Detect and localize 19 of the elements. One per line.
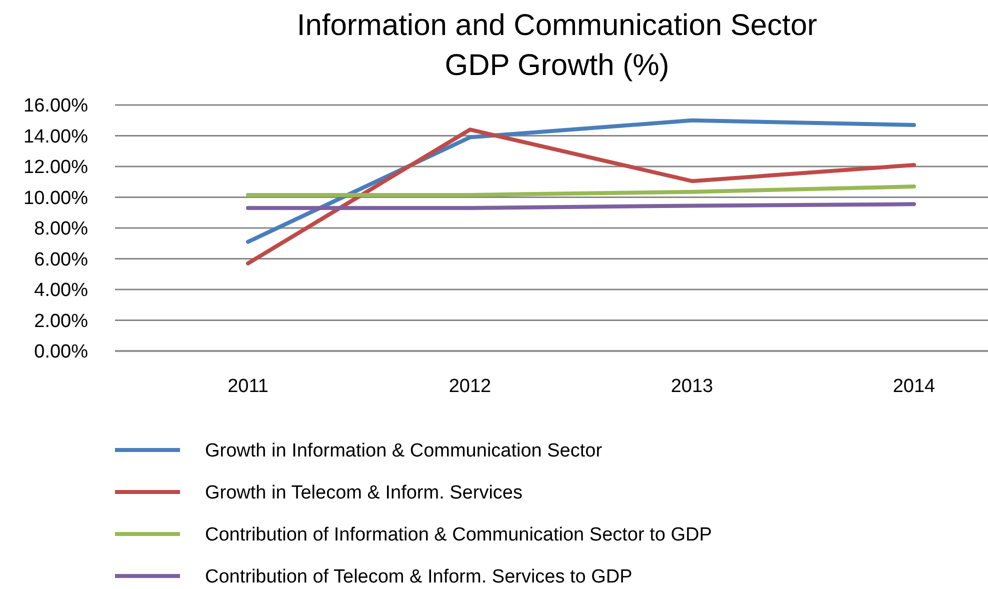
x-tick-label: 2014 <box>892 376 936 397</box>
y-tick-label: 16.00% <box>24 96 88 117</box>
x-tick-label: 2012 <box>448 376 492 397</box>
y-tick-label: 12.00% <box>24 157 88 178</box>
y-tick-label: 4.00% <box>34 280 88 302</box>
y-tick-label: 2.00% <box>34 310 88 332</box>
x-tick-label: 2013 <box>670 376 714 397</box>
legend-label: Growth in Information & Communication Sector <box>205 440 603 462</box>
y-tick-label: 8.00% <box>34 218 88 240</box>
x-tick-label: 2011 <box>228 376 268 397</box>
y-tick-label: 10.00% <box>24 188 88 209</box>
y-tick-label: 14.00% <box>24 126 88 148</box>
legend-label: Contribution of Information & Communication Sector to GDP <box>205 524 712 546</box>
line-series <box>246 128 916 266</box>
legend-label: Growth in Telecom & Inform. Services <box>205 482 522 504</box>
y-tick-label: 6.00% <box>34 249 88 270</box>
chart-title: Information and Communication Sector GDP Growth (%) <box>296 9 818 82</box>
legend-label: Contribution of Telecom & Inform. Services to GDP <box>205 566 632 588</box>
y-tick-label: 0.00% <box>34 342 88 363</box>
